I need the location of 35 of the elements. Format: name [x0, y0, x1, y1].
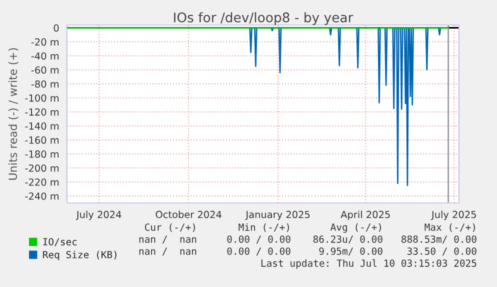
legend-label: Req Size (KB): [43, 250, 116, 260]
y-tick-label: -100 m: [25, 94, 59, 102]
text: nan / nan: [139, 236, 196, 244]
text: 0.00 / 0.00: [227, 235, 290, 244]
y-tick-label: -160 m: [25, 136, 59, 144]
y-tick-label: 0: [54, 24, 59, 32]
text: Last update: Thu Jul 10 03:15:03 2025: [261, 259, 476, 269]
x-tick-label: July 2024: [76, 210, 122, 220]
y-tick-label: -200 m: [25, 164, 59, 172]
x-tick-label: October 2024: [156, 210, 222, 218]
text: 0.00 / 0.00: [227, 247, 290, 256]
text: 9.95m/ 0.00: [319, 247, 382, 256]
text: Cur (-/+): [144, 223, 195, 232]
y-tick-label: -20 m: [31, 38, 59, 46]
x-tick-label: July 2025: [430, 210, 476, 220]
y-tick-label: -240 m: [25, 192, 59, 200]
text: 33.50 / 0.00: [407, 247, 476, 256]
y-tick-label: -140 m: [25, 122, 59, 130]
text: 888.53m/ 0.00: [402, 235, 476, 244]
y-tick-label: -220 m: [25, 178, 59, 186]
y-tick-label: -80 m: [31, 80, 59, 88]
text: Min (-/+): [238, 223, 289, 232]
y-tick-label: -60 m: [31, 66, 59, 74]
text: Avg (-/+): [330, 223, 381, 233]
x-tick-label: April 2025: [340, 210, 390, 220]
y-tick-label: -120 m: [25, 108, 59, 116]
chart-title: IOs for /dev/loop8 - by year: [174, 12, 354, 25]
y-tick-label: -40 m: [31, 52, 59, 60]
text: nan / nan: [139, 248, 196, 256]
legend-label: IO/sec: [43, 238, 77, 246]
y-tick-label: -180 m: [25, 150, 59, 158]
y-axis-title: Units read (-) / write (+): [8, 48, 18, 180]
text: Max (-/+): [424, 223, 475, 232]
x-tick-label: January 2025: [245, 210, 310, 220]
text: 86.23u/ 0.00: [313, 235, 382, 244]
